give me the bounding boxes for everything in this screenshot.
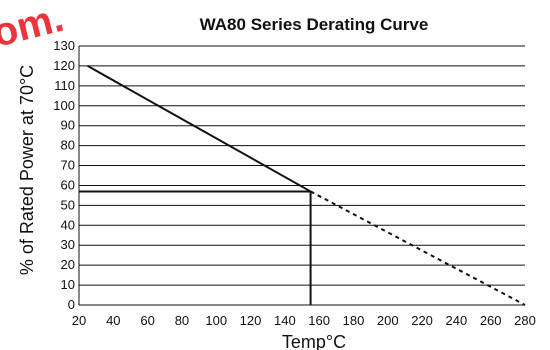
x-tick-label: 120 xyxy=(240,313,262,328)
x-tick-label: 20 xyxy=(72,313,86,328)
x-tick-label: 240 xyxy=(446,313,468,328)
chart-title: WA80 Series Derating Curve xyxy=(200,15,429,34)
derating-dashed-line-1 xyxy=(310,190,526,306)
x-tick-label: 80 xyxy=(175,313,189,328)
y-tick-label: 120 xyxy=(53,58,75,73)
y-tick-label: 130 xyxy=(53,38,75,53)
derating-line-0 xyxy=(87,65,312,193)
x-tick-label: 260 xyxy=(480,313,502,328)
y-tick-label: 110 xyxy=(54,78,75,93)
x-axis-title: Temp°C xyxy=(282,332,346,350)
x-tick-label: 60 xyxy=(140,313,154,328)
x-tick-label: 140 xyxy=(274,313,296,328)
x-tick-label: 160 xyxy=(308,313,330,328)
x-tick-label: 40 xyxy=(106,313,120,328)
x-tick-label: 280 xyxy=(514,313,536,328)
x-tick-label: 100 xyxy=(205,313,227,328)
y-tick-label: 80 xyxy=(61,138,75,153)
x-tick-labels: 20 40 60 80 100 120 140 160 180 200 220 240 260 280 xyxy=(72,313,536,328)
y-tick-label: 10 xyxy=(61,277,75,292)
y-tick-labels: 0 10 20 30 40 50 60 70 80 90 100 110 120 130 xyxy=(53,38,75,312)
grid-layer xyxy=(78,45,525,306)
y-tick-label: 50 xyxy=(61,197,75,212)
x-tick-label: 220 xyxy=(411,313,433,328)
y-tick-label: 60 xyxy=(61,177,75,192)
y-tick-label: 20 xyxy=(61,257,75,272)
y-tick-label: 30 xyxy=(61,237,75,252)
y-tick-label: 40 xyxy=(61,217,75,232)
y-axis-title: % of Rated Power at 70°C xyxy=(17,65,37,275)
y-tick-label: 90 xyxy=(61,118,75,133)
x-tick-label: 200 xyxy=(377,313,399,328)
y-tick-label: 100 xyxy=(53,98,75,113)
y-tick-label: 0 xyxy=(68,297,75,312)
series-layer xyxy=(79,65,526,306)
y-tick-label: 70 xyxy=(61,158,75,173)
x-tick-label: 180 xyxy=(343,313,365,328)
